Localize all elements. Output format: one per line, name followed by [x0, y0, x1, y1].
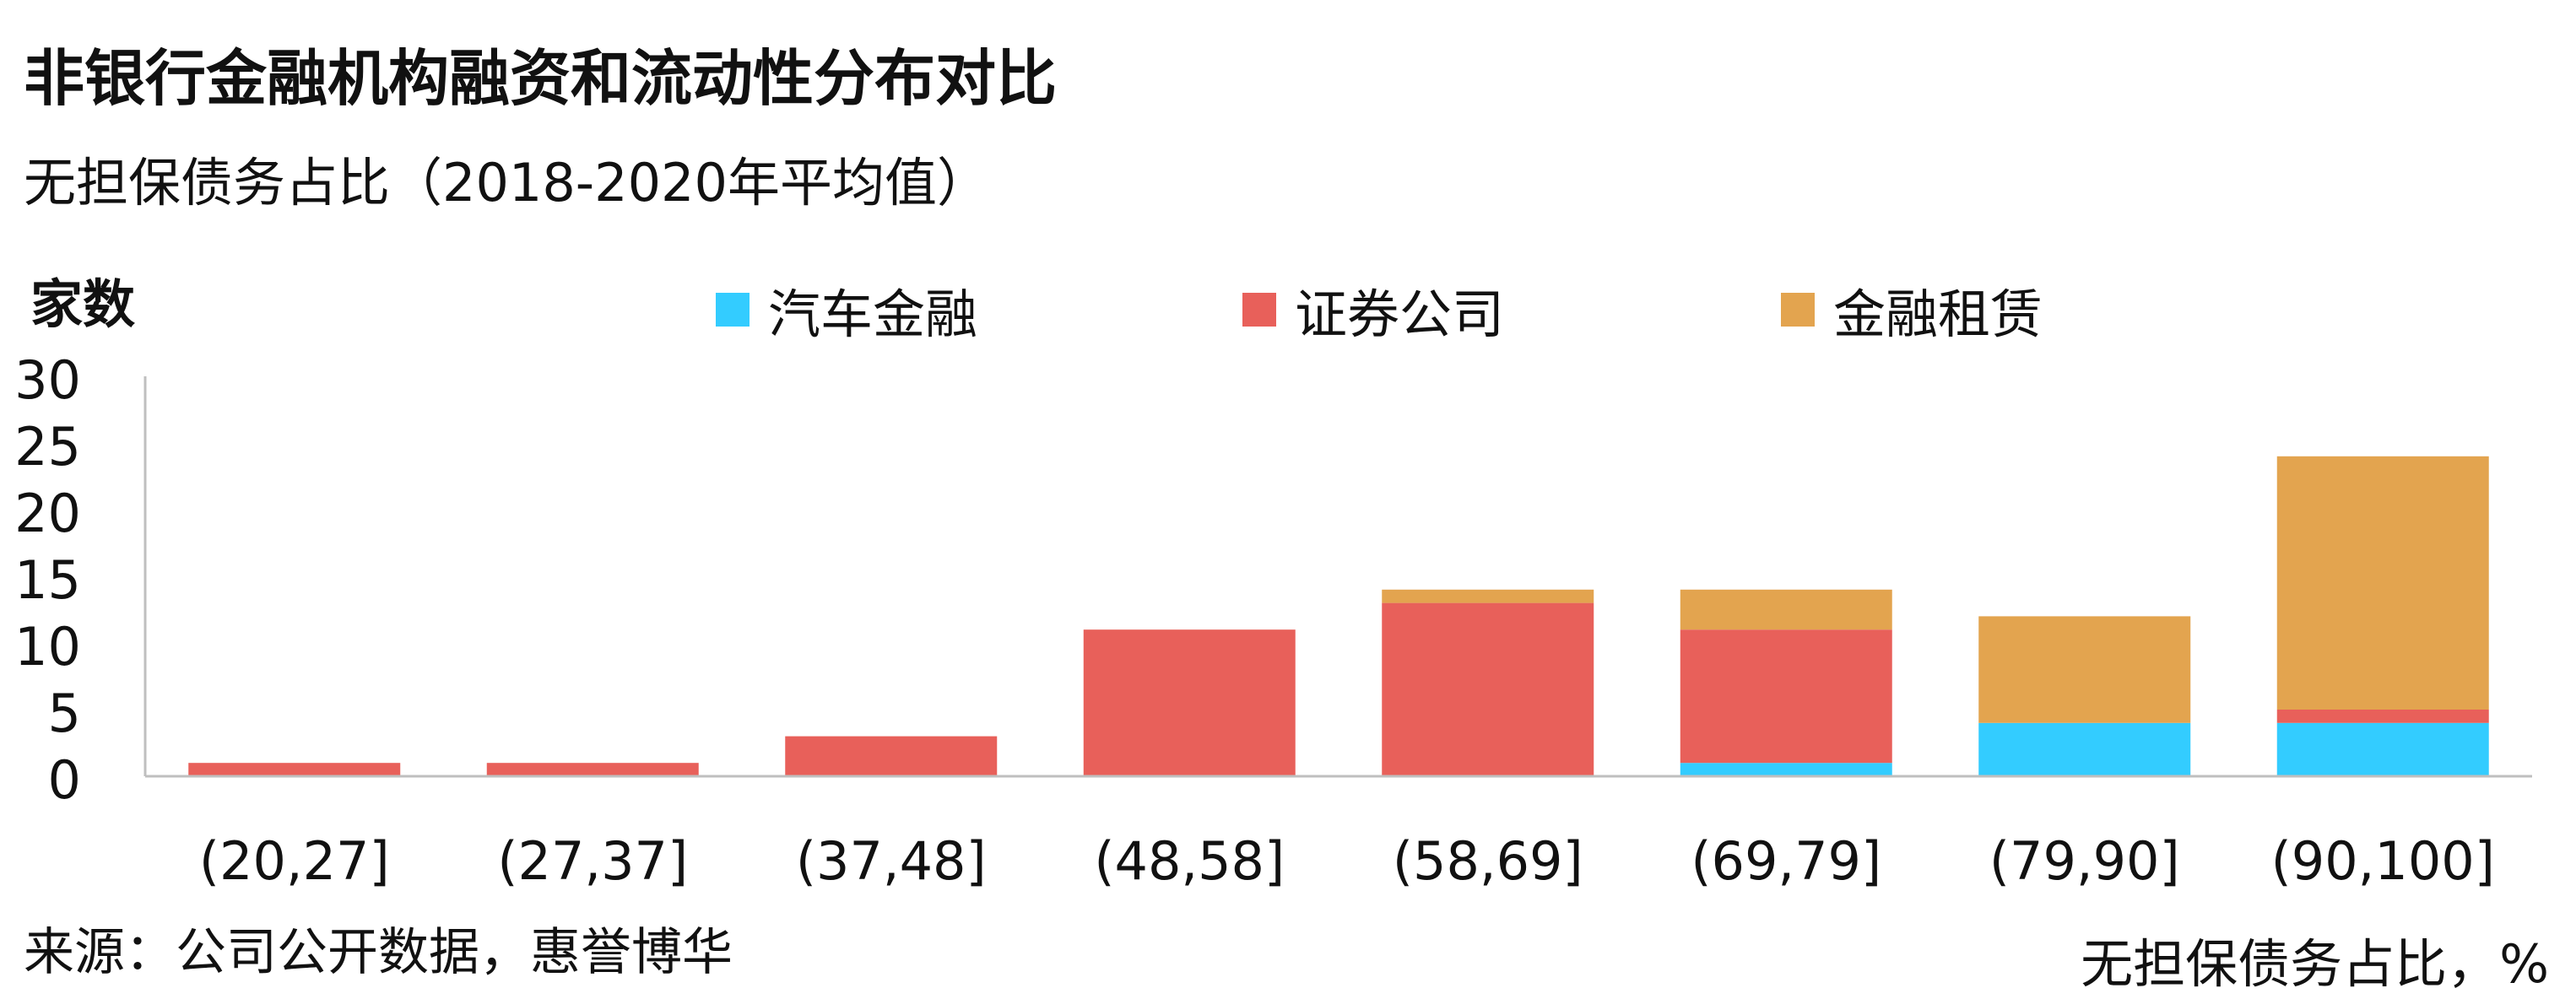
source-note: 来源：公司公开数据，惠誉博华	[24, 923, 733, 982]
bar-segment-securities	[1083, 629, 1296, 776]
y-tick-label: 30	[14, 349, 81, 411]
y-tick-label: 5	[48, 683, 81, 744]
legend-label-financial-leasing: 金融租赁	[1833, 284, 2043, 345]
bar-segment-financial-leasing	[1978, 616, 2191, 723]
x-tick-label: (79,90]	[1989, 830, 2180, 892]
bar-segment-securities	[486, 763, 699, 776]
y-tick-label: 25	[14, 416, 81, 478]
y-tick-label: 0	[48, 749, 81, 811]
legend-label-auto-finance: 汽车金融	[768, 284, 978, 345]
x-axis-label: 无担保债务占比，%	[2081, 933, 2549, 995]
bar-segment-auto-finance	[1978, 722, 2191, 776]
legend-swatch-securities	[1242, 293, 1276, 327]
bar-segment-auto-finance	[2276, 722, 2489, 776]
x-tick-label: (20,27]	[199, 830, 390, 892]
bar-segment-financial-leasing	[1680, 589, 1892, 630]
bar-segment-securities	[785, 736, 998, 776]
legend-swatch-auto-finance	[716, 293, 750, 327]
bar-segment-securities	[188, 763, 401, 776]
y-tick-label: 15	[14, 549, 81, 611]
legend-item-securities: 证券公司	[1242, 272, 1504, 348]
y-tick-label: 10	[14, 616, 81, 678]
legend-label-securities: 证券公司	[1295, 284, 1505, 345]
chart-subtitle: 无担保债务占比（2018-2020年平均值）	[24, 152, 989, 213]
legend-item-financial-leasing: 金融租赁	[1781, 272, 2043, 348]
chart-title: 非银行金融机构融资和流动性分布对比	[24, 43, 1058, 114]
x-tick-label: (58,69]	[1393, 830, 1583, 892]
legend-swatch-financial-leasing	[1781, 293, 1815, 327]
y-axis-label: 家数	[30, 273, 136, 335]
legend-item-auto-finance: 汽车金融	[716, 272, 977, 348]
x-tick-label: (69,79]	[1691, 830, 1881, 892]
x-tick-label: (27,37]	[497, 830, 688, 892]
y-tick-label: 20	[14, 483, 81, 544]
bar-segment-securities	[2276, 710, 2489, 723]
x-tick-label: (90,100]	[2271, 830, 2495, 892]
x-tick-label: (37,48]	[796, 830, 987, 892]
bar-segment-securities	[1382, 602, 1594, 776]
bar-segment-financial-leasing	[2276, 456, 2489, 710]
bar-segment-auto-finance	[1680, 763, 1892, 776]
bar-segment-securities	[1680, 629, 1892, 764]
x-tick-label: (48,58]	[1094, 830, 1285, 892]
bar-segment-financial-leasing	[1382, 589, 1594, 603]
